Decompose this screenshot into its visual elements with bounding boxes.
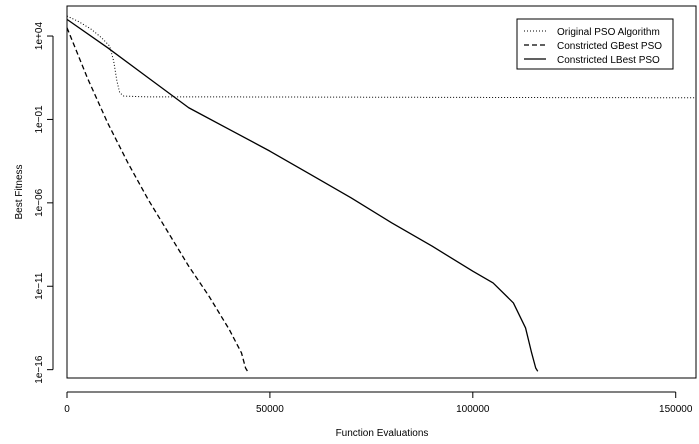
legend-box xyxy=(516,18,674,70)
x-tick-label: 50000 xyxy=(256,404,284,415)
y-tick-label: 1e+04 xyxy=(34,22,45,51)
legend-label-lbest-pso: Constricted LBest PSO xyxy=(557,55,660,66)
plot-frame xyxy=(66,5,697,379)
series-line-constricted-gbest-pso xyxy=(66,27,250,372)
x-axis: 0 50000 100000 150000 xyxy=(64,391,693,415)
x-axis-title: Function Evaluations xyxy=(336,428,429,439)
legend-label-gbest-pso: Constricted GBest PSO xyxy=(557,41,662,52)
x-tick-label: 150000 xyxy=(659,404,693,415)
y-axis-title: Best Fitness xyxy=(14,164,25,219)
y-tick-label: 1e−11 xyxy=(34,272,45,300)
x-tick-label: 100000 xyxy=(456,404,490,415)
legend-label-original-pso: Original PSO Algorithm xyxy=(557,27,660,38)
y-tick-label: 1e−01 xyxy=(34,105,45,134)
y-tick-label: 1e−06 xyxy=(34,188,45,217)
y-axis: 1e+04 1e−01 1e−06 1e−11 1e−16 xyxy=(34,22,54,384)
series-line-constricted-lbest-pso xyxy=(66,18,539,372)
series-layer xyxy=(66,15,697,372)
legend: Original PSO Algorithm Constricted GBest… xyxy=(516,18,674,70)
y-tick-label: 1e−16 xyxy=(34,355,45,384)
x-tick-label: 0 xyxy=(64,404,70,415)
